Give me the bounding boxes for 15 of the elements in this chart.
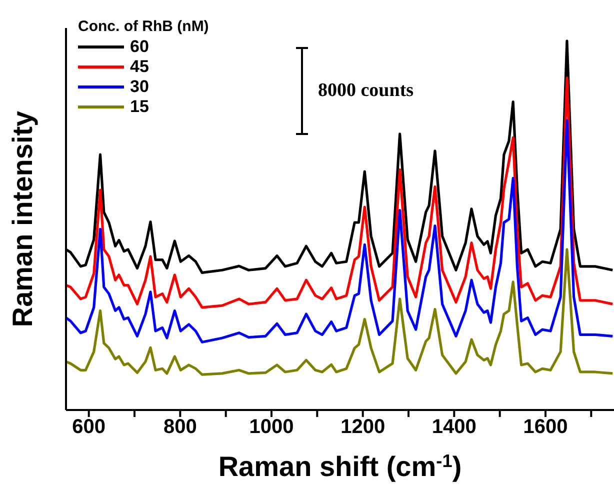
legend-label: 15 [130,97,149,117]
legend-label: 45 [130,57,149,77]
x-tick-label: 1000 [249,416,294,438]
x-axis-title: Raman shift (cm$^{-1}$) [218,450,462,482]
x-tick-label: 600 [72,416,106,438]
legend-label: 30 [130,77,149,97]
x-tick-label: 1600 [523,416,568,438]
y-axis-title: Raman intensity [7,110,38,328]
x-tick-label: 800 [163,416,197,438]
annotation: 8000 counts [318,80,414,102]
x-tick-label: 1400 [432,416,476,438]
legend-label: 60 [130,37,149,57]
x-tick-label: 1200 [340,416,386,438]
scale-indicator: 8000 counts [296,46,414,136]
legend-title: Conc. of RhB (nM) [78,18,209,35]
